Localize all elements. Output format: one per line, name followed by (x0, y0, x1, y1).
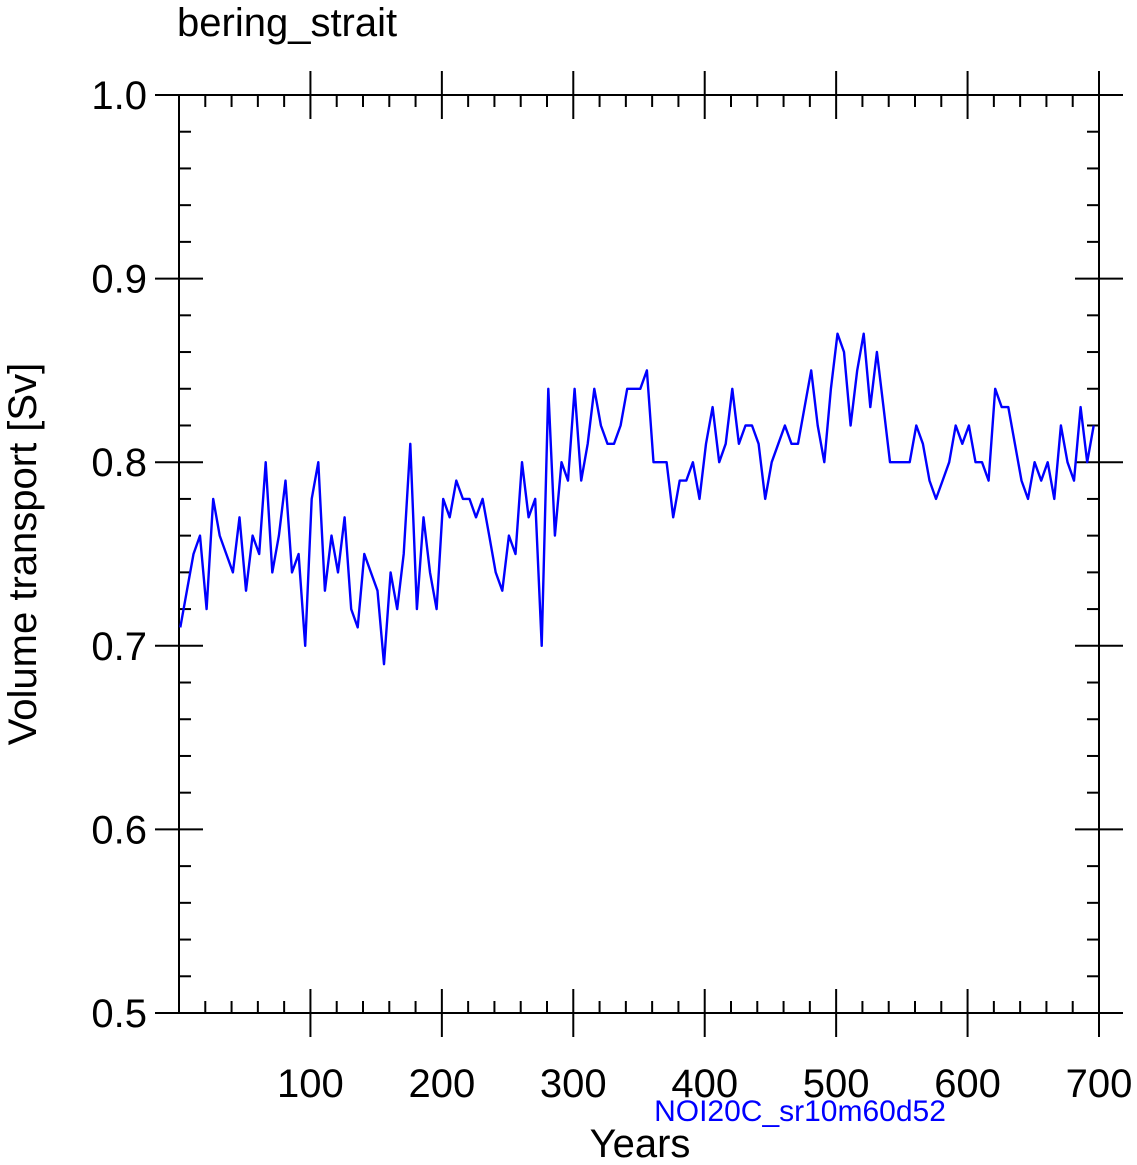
x-tick-label: 100 (277, 1062, 344, 1106)
x-tick-label: 600 (934, 1062, 1001, 1106)
x-minor-ticks (204, 95, 1074, 1013)
y-tick-label: 1.0 (91, 74, 147, 118)
y-axis-label: Volume transport [Sv] (1, 363, 45, 745)
y-tick-label: 0.5 (91, 992, 147, 1036)
x-tick-label: 300 (540, 1062, 607, 1106)
y-tick-label: 0.8 (91, 441, 147, 485)
x-tick-label: 200 (408, 1062, 475, 1106)
plot-frame (178, 94, 1100, 1014)
x-tick-label: 500 (803, 1062, 870, 1106)
x-axis-ticks: 100 200 300 400 500 600 700 (277, 71, 1132, 1106)
y-tick-label: 0.9 (91, 258, 147, 302)
y-axis-ticks: 0.5 0.6 0.7 0.8 0.9 1.0 (91, 74, 1123, 1036)
y-tick-label: 0.6 (91, 808, 147, 852)
x-tick-label: 700 (1066, 1062, 1133, 1106)
x-tick-label: 400 (671, 1062, 738, 1106)
series-group (179, 332, 1095, 666)
x-axis-label: Years (590, 1122, 691, 1165)
run-id-annotation: NOI20C_sr10m60d52 (654, 1095, 946, 1128)
chart-title: bering_strait (177, 1, 397, 45)
y-minor-ticks (179, 130, 1099, 978)
series-line (179, 332, 1095, 666)
y-tick-label: 0.7 (91, 625, 147, 669)
